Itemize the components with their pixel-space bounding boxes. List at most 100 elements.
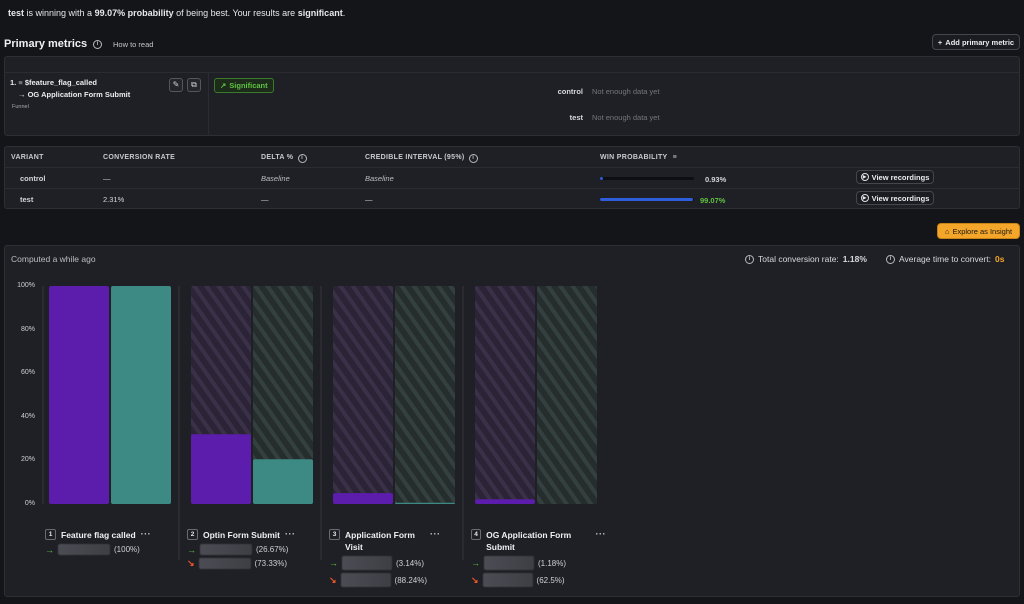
step-percentage: (3.14%) (396, 558, 425, 568)
trending-up-icon: ↗ (220, 81, 227, 90)
bar-control[interactable] (475, 499, 535, 504)
info-icon[interactable]: i (886, 254, 895, 264)
step-percentage: (73.33%) (254, 559, 288, 568)
bar-dropoff-test (537, 286, 597, 504)
total-conversion-value: 1.18% (842, 254, 867, 264)
bar-control[interactable] (333, 493, 393, 504)
metric-step-1-label: $feature_flag_called (24, 78, 97, 87)
redacted-count (58, 544, 110, 555)
view-recordings-button[interactable]: ▶ View recordings (856, 170, 934, 184)
bar-test[interactable] (111, 286, 171, 504)
primary-metrics-title: Primary metrics (4, 38, 88, 50)
bar-dropoff-control (333, 286, 393, 504)
more-icon[interactable]: ··· (284, 529, 296, 539)
converted-row: → (1.18%) (471, 556, 606, 570)
divider (5, 72, 1019, 73)
variant-label: control (557, 87, 583, 96)
redacted-count (200, 544, 252, 555)
step-number: 2 (187, 529, 198, 540)
bar-control[interactable] (191, 434, 251, 504)
dropped-row: ↘ (73.33%) (187, 558, 322, 569)
info-icon[interactable]: i (297, 154, 307, 163)
significant-badge: ↗ Significant (214, 78, 274, 93)
summary-text: of being best. Your results are (173, 8, 298, 18)
y-tick-label: 100% (17, 282, 35, 289)
metric-step-1: 1. ≡ $feature_flag_called (10, 78, 97, 87)
bar-dropoff-control (475, 286, 535, 504)
average-time-value: 0s (994, 254, 1005, 264)
converted-row: → (26.67%) (187, 544, 322, 555)
converted-row: → (3.14%) (329, 556, 464, 570)
step-name: Application Form Visit (345, 530, 415, 552)
converted-row: → (100%) (45, 544, 180, 555)
variant-value: Not enough data yet (592, 87, 660, 96)
step-name: Optin Form Submit (203, 530, 280, 540)
interval-cell: Baseline (365, 174, 394, 183)
bar-dropoff-test (395, 286, 455, 504)
bar-test[interactable] (253, 459, 313, 504)
explore-as-insight-button[interactable]: ⌂ Explore as Insight (937, 223, 1020, 239)
y-tick-label: 60% (20, 369, 35, 377)
bar-test[interactable] (395, 502, 455, 504)
metric-type: Funnel (12, 104, 29, 110)
column-header: WIN PROBABILITY ≡ (600, 154, 677, 161)
metric-step-2-label: OG Application Form Submit (27, 90, 131, 99)
more-icon[interactable]: ··· (595, 529, 606, 539)
funnel-icon: ≡ (18, 78, 23, 87)
y-tick-label: 0% (24, 500, 35, 507)
arrow-right-icon: → (187, 544, 196, 555)
divider (5, 167, 1019, 168)
delta-cell: Baseline (261, 174, 290, 183)
add-primary-metric-label: Add primary metric (945, 37, 1015, 47)
copy-icon[interactable]: ⧉ (187, 78, 201, 92)
step-legend: 3 Application Form Visit ··· → (3.14%) ↘ (88.2… (329, 529, 464, 587)
column-header-label: DELTA % (261, 154, 294, 161)
play-icon: ▶ (860, 194, 869, 202)
funnel-card: Computed a while ago i Total conversion … (4, 245, 1020, 597)
arrow-right-icon: → (18, 90, 26, 99)
view-recordings-label: View recordings (871, 172, 930, 182)
explore-as-insight-label: Explore as Insight (952, 226, 1013, 236)
step-name: OG Application Form Submit (486, 530, 572, 552)
step-percentage: (1.18%) (538, 558, 567, 568)
win-probability-bar (600, 177, 694, 180)
column-header-label: WIN PROBABILITY (600, 154, 668, 161)
sort-icon[interactable]: ≡ (672, 154, 678, 161)
info-icon[interactable]: i (93, 40, 102, 49)
total-conversion-rate: i Total conversion rate: 1.18% (745, 254, 867, 264)
redacted-count (340, 573, 391, 587)
info-icon[interactable]: i (745, 254, 754, 264)
step-percentage: (100%) (114, 545, 140, 554)
add-primary-metric-button[interactable]: + Add primary metric (932, 34, 1020, 50)
win-probability-bar (600, 198, 694, 201)
view-recordings-button[interactable]: ▶ View recordings (856, 191, 934, 205)
step-percentage: (88.24%) (394, 575, 428, 585)
play-icon: ▶ (860, 173, 869, 181)
more-icon[interactable]: ··· (430, 529, 441, 539)
redacted-count (198, 558, 251, 569)
y-tick-label: 20% (20, 456, 35, 464)
win-probability-fill (600, 177, 603, 180)
summary-probability: 99.07% probability (94, 8, 174, 18)
column-header: DELTA % i (261, 154, 307, 163)
conversion-rate-cell: — (103, 174, 111, 183)
step-percentage: (62.5%) (536, 575, 565, 585)
step-legend: 1 Feature flag called ··· → (100%) (45, 529, 180, 555)
metric-index: 1. (10, 78, 17, 87)
step-number: 3 (329, 529, 340, 540)
interval-cell: — (365, 195, 373, 204)
step-legend: 4 OG Application Form Submit ··· → (1.18%) ↘ (… (471, 529, 606, 587)
win-probability-value: 99.07% (700, 196, 726, 205)
edit-icon[interactable]: ✎ (169, 78, 183, 92)
arrow-right-icon: → (471, 558, 480, 568)
info-icon[interactable]: i (468, 154, 478, 163)
bar-control[interactable] (49, 286, 109, 504)
step-number: 4 (471, 529, 482, 540)
y-tick-label: 40% (20, 412, 35, 420)
how-to-read-link[interactable]: How to read (113, 40, 154, 49)
total-conversion-label: Total conversion rate: (758, 254, 839, 264)
insight-icon: ⌂ (944, 226, 950, 236)
more-icon[interactable]: ··· (140, 529, 152, 539)
variant-cell: test (20, 195, 34, 204)
plus-icon: + (937, 37, 943, 47)
